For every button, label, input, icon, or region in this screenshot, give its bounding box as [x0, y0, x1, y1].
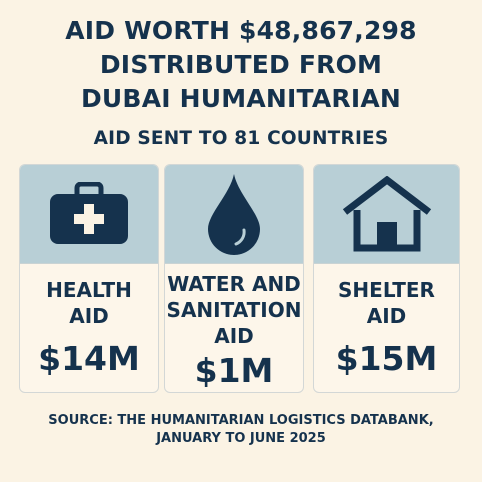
headline-line-2: DISTRIBUTED FROM	[99, 50, 383, 79]
water-sanitation-aid-label: WATER AND SANITATION AID	[166, 272, 302, 348]
shelter-icon-panel	[314, 165, 459, 264]
headline-line-1: AID WORTH $48,867,298	[65, 16, 417, 45]
house-icon	[342, 176, 431, 252]
subtitle: AID SENT TO 81 COUNTRIES	[93, 128, 389, 149]
health-aid-value: $14M	[38, 339, 140, 378]
shelter-aid-value: $15M	[335, 339, 438, 378]
water-drop-icon	[208, 174, 260, 255]
shelter-aid-label: SHELTER AID	[338, 278, 435, 328]
shelter-aid-card: SHELTER AID $15M	[313, 164, 460, 393]
water-sanitation-aid-card: WATER AND SANITATION AID $1M	[164, 164, 304, 393]
water-icon-panel	[165, 165, 303, 264]
headline-line-3: DUBAI HUMANITARIAN	[80, 84, 402, 113]
source-note: SOURCE: THE HUMANITARIAN LOGISTICS DATAB…	[48, 413, 434, 446]
water-sanitation-aid-value: $1M	[194, 351, 274, 390]
health-icon-panel	[20, 165, 158, 264]
health-aid-label: HEALTH AID	[46, 278, 132, 328]
medical-kit-icon	[50, 182, 128, 244]
health-aid-card: HEALTH AID $14M	[19, 164, 159, 393]
